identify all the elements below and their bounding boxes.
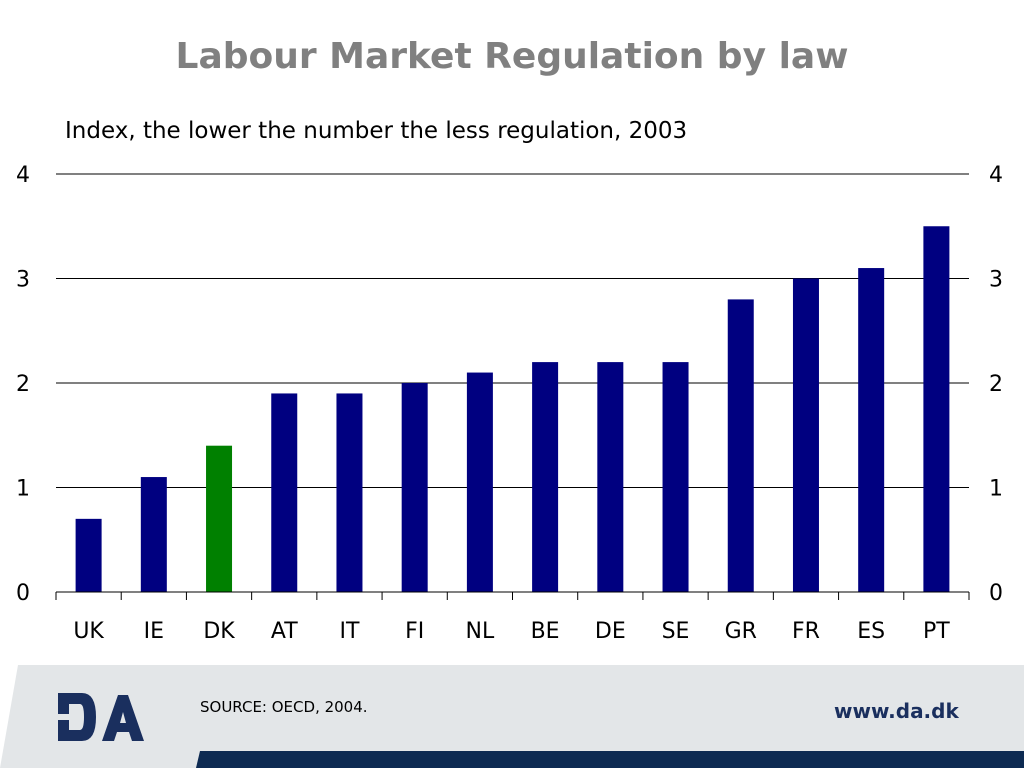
bar-chart: 0 0 1 1 2 2 3 3 4 4 UK IE DK AT IT FI NL BE DE SE GR FR ES PT — [16, 163, 1003, 644]
da-logo — [58, 693, 144, 741]
bar-de — [597, 362, 624, 592]
y-tick-label-left: 4 — [16, 163, 30, 188]
bar-es — [858, 268, 885, 592]
source-note: SOURCE: OECD, 2004. — [200, 698, 368, 716]
footer-band — [0, 665, 1024, 768]
gridlines — [56, 173, 969, 488]
y-tick-label-right: 2 — [989, 372, 1003, 397]
bar-it — [336, 393, 363, 592]
y-tick-label-right: 4 — [989, 163, 1003, 188]
x-tick-label: FR — [792, 619, 820, 644]
x-tick-label: SE — [662, 619, 690, 644]
x-tick-label: DK — [203, 619, 235, 644]
website-link[interactable]: www.da.dk — [834, 699, 959, 723]
logo-a-shape — [102, 695, 144, 741]
bar-se — [662, 362, 689, 592]
axes — [55, 591, 970, 600]
bar-pt — [923, 226, 950, 592]
bar-fi — [401, 383, 428, 592]
logo-d-shape — [58, 693, 96, 741]
chart-subtitle: Index, the lower the number the less reg… — [65, 118, 688, 144]
x-tick-label: ES — [857, 619, 885, 644]
bar-fr — [792, 278, 819, 592]
bar-uk — [75, 518, 102, 592]
x-tick-label: GR — [725, 619, 757, 644]
bar-at — [271, 393, 298, 592]
x-tick-label: BE — [531, 619, 560, 644]
x-tick-label: NL — [466, 619, 495, 644]
bar-nl — [466, 372, 493, 592]
footer: SOURCE: OECD, 2004. www.da.dk — [0, 665, 1024, 768]
x-tick-label: AT — [271, 619, 298, 644]
x-tick-label: PT — [923, 619, 950, 644]
x-tick-label: IT — [339, 619, 359, 644]
y-tick-label-right: 0 — [989, 581, 1003, 606]
y-tick-label-left: 1 — [16, 477, 30, 502]
y-tick-label-left: 3 — [16, 268, 30, 293]
y-tick-label-right: 3 — [989, 268, 1003, 293]
x-tick-label: DE — [595, 619, 626, 644]
x-tick-label: IE — [144, 619, 164, 644]
y-tick-label-left: 0 — [16, 581, 30, 606]
bar-gr — [727, 299, 754, 592]
bars — [75, 226, 950, 592]
bar-ie — [140, 477, 167, 592]
page-title: Labour Market Regulation by law — [175, 36, 849, 77]
bar-dk — [206, 445, 233, 592]
y-tick-label-right: 1 — [989, 477, 1003, 502]
y-tick-label-left: 2 — [16, 372, 30, 397]
x-tick-label: UK — [73, 619, 104, 644]
x-tick-label: FI — [405, 619, 424, 644]
footer-bar — [196, 751, 1024, 768]
bar-be — [532, 362, 559, 592]
axis-labels: 0 0 1 1 2 2 3 3 4 4 UK IE DK AT IT FI NL BE DE SE GR FR ES PT — [16, 163, 1003, 644]
